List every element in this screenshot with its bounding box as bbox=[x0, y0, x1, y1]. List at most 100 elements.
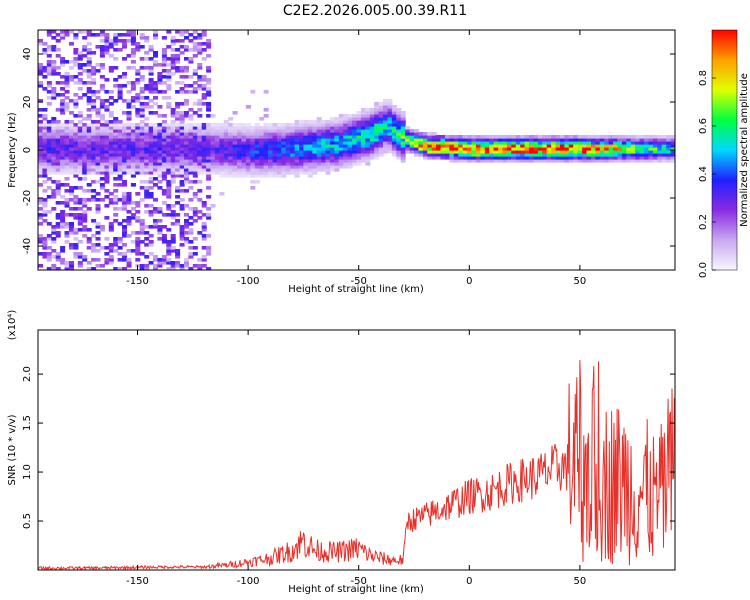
heatmap-cell bbox=[330, 135, 336, 139]
heatmap-cell bbox=[276, 168, 282, 172]
heatmap-cell bbox=[38, 150, 44, 154]
heatmap-cell bbox=[639, 156, 645, 160]
heatmap-cell bbox=[73, 51, 79, 55]
heatmap-cell bbox=[391, 132, 397, 136]
heatmap-cell bbox=[529, 135, 535, 139]
heatmap-cell bbox=[409, 132, 415, 136]
heatmap-cell bbox=[130, 105, 136, 109]
heatmap-cell bbox=[108, 39, 114, 43]
heatmap-cell bbox=[621, 138, 627, 142]
heatmap-cell bbox=[201, 75, 207, 79]
heatmap-cell bbox=[64, 204, 70, 208]
heatmap-cell bbox=[391, 126, 397, 130]
y-tick-label: -40 bbox=[22, 238, 33, 254]
heatmap-cell bbox=[365, 141, 371, 145]
heatmap-cell bbox=[192, 213, 198, 217]
heatmap-cell bbox=[316, 156, 322, 160]
heatmap-cell bbox=[179, 90, 185, 94]
heatmap-cell bbox=[502, 156, 508, 160]
heatmap-cell bbox=[126, 168, 132, 172]
heatmap-cell bbox=[223, 168, 229, 172]
heatmap-cell bbox=[91, 171, 97, 175]
heatmap-cell bbox=[170, 123, 176, 127]
heatmap-cell bbox=[369, 132, 375, 136]
heatmap-cell bbox=[122, 180, 128, 184]
x-tick-label: 50 bbox=[574, 276, 587, 287]
heatmap-cell bbox=[670, 135, 675, 139]
heatmap-cell bbox=[254, 150, 260, 154]
heatmap-cell bbox=[281, 171, 287, 175]
heatmap-cell bbox=[232, 147, 238, 151]
heatmap-cell bbox=[498, 156, 504, 160]
heatmap-cell bbox=[347, 129, 353, 133]
heatmap-cell bbox=[652, 144, 658, 148]
heatmap-cell bbox=[161, 168, 167, 172]
heatmap-cell bbox=[303, 150, 309, 154]
heatmap-cell bbox=[184, 213, 190, 217]
heatmap-cell bbox=[55, 189, 61, 193]
heatmap-cell bbox=[409, 129, 415, 133]
heatmap-cell bbox=[144, 264, 150, 268]
heatmap-cell bbox=[445, 147, 451, 151]
heatmap-cell bbox=[86, 261, 92, 265]
heatmap-cell bbox=[38, 264, 44, 268]
heatmap-cell bbox=[639, 144, 645, 148]
heatmap-cell bbox=[86, 60, 92, 64]
heatmap-cell bbox=[586, 150, 592, 154]
heatmap-cell bbox=[157, 90, 163, 94]
heatmap-cell bbox=[148, 225, 154, 229]
heatmap-cell bbox=[60, 153, 66, 157]
heatmap-cell bbox=[179, 69, 185, 73]
heatmap-cell bbox=[201, 132, 207, 136]
heatmap-cell bbox=[378, 138, 384, 142]
heatmap-cell bbox=[568, 147, 574, 151]
heatmap-cell bbox=[272, 165, 278, 169]
heatmap-cell bbox=[268, 138, 274, 142]
heatmap-cell bbox=[197, 36, 203, 40]
heatmap-cell bbox=[170, 57, 176, 61]
heatmap-cell bbox=[91, 126, 97, 130]
heatmap-cell bbox=[153, 153, 159, 157]
heatmap-cell bbox=[113, 219, 119, 223]
heatmap-cell bbox=[91, 90, 97, 94]
heatmap-cell bbox=[307, 144, 313, 148]
heatmap-cell bbox=[272, 147, 278, 151]
heatmap-cell bbox=[148, 111, 154, 115]
heatmap-cell bbox=[184, 150, 190, 154]
heatmap-cell bbox=[42, 42, 48, 46]
heatmap-cell bbox=[148, 138, 154, 142]
heatmap-cell bbox=[161, 147, 167, 151]
heatmap-cell bbox=[104, 144, 110, 148]
heatmap-cell bbox=[396, 138, 402, 142]
heatmap-cell bbox=[206, 156, 212, 160]
heatmap-cell bbox=[135, 171, 141, 175]
heatmap-cell bbox=[210, 168, 216, 172]
heatmap-cell bbox=[77, 171, 83, 175]
heatmap-cell bbox=[577, 159, 583, 163]
heatmap-cell bbox=[179, 198, 185, 202]
x-tick-label: -100 bbox=[237, 276, 260, 287]
heatmap-cell bbox=[184, 264, 190, 268]
heatmap-cell bbox=[330, 165, 336, 169]
heatmap-cell bbox=[475, 156, 481, 160]
heatmap-cell bbox=[639, 159, 645, 163]
snr-frame bbox=[37, 329, 676, 571]
heatmap-cell bbox=[396, 150, 402, 154]
heatmap-cell bbox=[135, 219, 141, 223]
heatmap-cell bbox=[197, 84, 203, 88]
heatmap-cell bbox=[440, 138, 446, 142]
heatmap-cell bbox=[520, 135, 526, 139]
heatmap-cell bbox=[77, 63, 83, 67]
heatmap-cell bbox=[60, 219, 66, 223]
heatmap-cell bbox=[104, 252, 110, 256]
heatmap-cell bbox=[635, 138, 641, 142]
heatmap-cell bbox=[148, 234, 154, 238]
heatmap-cell bbox=[117, 141, 123, 145]
heatmap-cell bbox=[55, 186, 61, 190]
heatmap-cell bbox=[281, 156, 287, 160]
heatmap-cell bbox=[228, 174, 234, 178]
heatmap-cell bbox=[144, 123, 150, 127]
heatmap-cell bbox=[126, 39, 132, 43]
heatmap-cell bbox=[387, 126, 393, 130]
heatmap-cell bbox=[343, 156, 349, 160]
